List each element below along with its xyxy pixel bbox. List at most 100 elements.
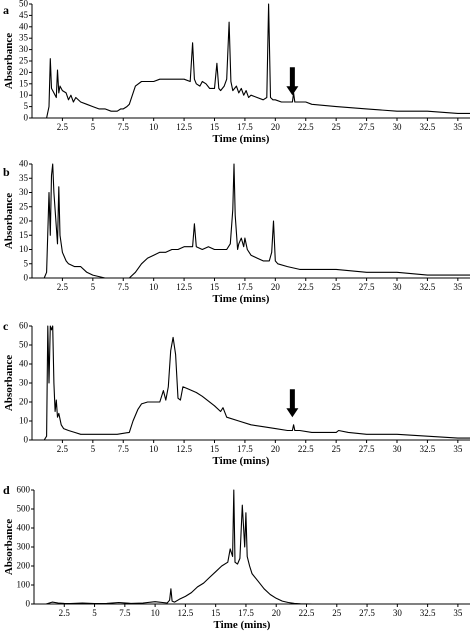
panel-label: d xyxy=(3,483,10,497)
y-tick-label: 10 xyxy=(19,416,29,426)
x-tick-label: 27.5 xyxy=(359,608,375,618)
x-axis-title: Time (mins) xyxy=(213,455,270,467)
x-tick-label: 10 xyxy=(151,608,161,618)
x-axis-title: Time (mins) xyxy=(214,619,271,631)
x-tick-label: 20 xyxy=(272,608,282,618)
x-tick-label: 2.5 xyxy=(57,122,69,132)
y-tick-label: 45 xyxy=(19,10,29,20)
x-tick-label: 25 xyxy=(332,122,342,132)
y-tick-label: 25 xyxy=(19,201,29,211)
x-tick-label: 22.5 xyxy=(298,444,314,454)
y-tick-label: 20 xyxy=(19,216,29,226)
y-tick-label: 25 xyxy=(19,56,29,66)
x-tick-label: 30 xyxy=(393,282,403,292)
chromatogram-trace xyxy=(32,163,470,279)
y-tick-label: 400 xyxy=(17,523,31,533)
panel-label: a xyxy=(3,3,9,17)
panel-c: c 0 10 20 30 40 50 60 2.5 5 7.5 10 12.5 15 17.5 20 22.5 2… xyxy=(3,319,470,467)
x-tick-label: 5 xyxy=(92,608,97,618)
x-tick-label: 25 xyxy=(332,608,342,618)
chromatogram-trace xyxy=(32,325,470,441)
y-tick-label: 0 xyxy=(24,435,29,445)
x-tick-label: 7.5 xyxy=(119,608,131,618)
x-tick-label: 15 xyxy=(210,282,220,292)
panel-label: b xyxy=(3,165,10,179)
x-tick-label: 17.5 xyxy=(237,282,253,292)
y-tick-label: 15 xyxy=(19,230,29,240)
x-tick-label: 15 xyxy=(210,444,220,454)
x-tick-label: 12.5 xyxy=(176,444,192,454)
x-tick-label: 35 xyxy=(453,444,463,454)
x-tick-label: 10 xyxy=(149,444,159,454)
y-tick-label: 600 xyxy=(17,485,31,495)
panel-label: c xyxy=(3,319,9,333)
x-tick-label: 30 xyxy=(393,444,403,454)
x-tick-label: 22.5 xyxy=(298,122,314,132)
x-tick-label: 17.5 xyxy=(237,122,253,132)
x-tick-label: 15 xyxy=(211,608,221,618)
x-tick-label: 5 xyxy=(91,282,96,292)
chromatogram-trace xyxy=(32,3,470,119)
y-tick-label: 35 xyxy=(19,33,29,43)
panel-b: b 0 5 10 15 20 25 30 35 40 2.5 5 7.5 10 12.5 15 17.5 20 22… xyxy=(3,159,470,305)
y-tick-label: 60 xyxy=(19,321,29,331)
x-tick-label: 7.5 xyxy=(118,282,130,292)
y-tick-label: 500 xyxy=(17,504,31,514)
y-tick-label: 5 xyxy=(24,101,29,111)
x-tick-label: 7.5 xyxy=(118,122,130,132)
y-axis-title: Absorbance xyxy=(3,193,15,249)
y-tick-label: 100 xyxy=(17,580,31,590)
y-tick-label: 20 xyxy=(19,67,29,77)
x-tick-label: 32.5 xyxy=(420,608,436,618)
x-tick-label: 5 xyxy=(91,444,96,454)
x-tick-label: 7.5 xyxy=(118,444,130,454)
y-tick-label: 40 xyxy=(19,21,29,31)
x-tick-label: 35 xyxy=(453,608,463,618)
x-tick-label: 30 xyxy=(393,608,403,618)
x-tick-label: 2.5 xyxy=(57,444,69,454)
x-tick-label: 32.5 xyxy=(420,444,436,454)
x-tick-label: 5 xyxy=(91,122,96,132)
x-tick-label: 30 xyxy=(393,122,403,132)
y-tick-label: 5 xyxy=(24,258,29,268)
y-tick-label: 30 xyxy=(19,187,29,197)
x-tick-label: 17.5 xyxy=(238,608,254,618)
y-axis-title: Absorbance xyxy=(3,355,15,411)
x-tick-label: 2.5 xyxy=(57,282,69,292)
y-axis-title: Absorbance xyxy=(3,33,15,89)
x-tick-label: 20 xyxy=(271,282,281,292)
x-tick-label: 12.5 xyxy=(178,608,194,618)
x-tick-label: 32.5 xyxy=(420,282,436,292)
y-tick-label: 30 xyxy=(19,44,29,54)
y-tick-label: 40 xyxy=(19,159,29,169)
x-tick-label: 12.5 xyxy=(176,282,192,292)
chromatogram-trace xyxy=(34,489,470,605)
x-tick-label: 20 xyxy=(271,444,281,454)
x-tick-label: 10 xyxy=(149,282,159,292)
y-tick-label: 35 xyxy=(19,173,29,183)
x-tick-label: 22.5 xyxy=(298,282,314,292)
x-axis-title: Time (mins) xyxy=(213,293,270,305)
y-tick-label: 0 xyxy=(26,599,31,609)
down-arrow-marker xyxy=(286,67,299,96)
down-arrow-marker xyxy=(286,389,299,418)
y-tick-label: 200 xyxy=(17,561,31,571)
x-tick-label: 27.5 xyxy=(359,122,375,132)
x-tick-label: 10 xyxy=(149,122,159,132)
y-tick-label: 50 xyxy=(19,340,29,350)
x-tick-label: 12.5 xyxy=(176,122,192,132)
x-tick-label: 27.5 xyxy=(359,282,375,292)
x-axis-title: Time (mins) xyxy=(213,133,270,145)
y-tick-label: 0 xyxy=(24,273,29,283)
x-tick-label: 20 xyxy=(271,122,281,132)
y-tick-label: 10 xyxy=(19,244,29,254)
panel-d: d 0 100 200 300 400 500 600 2.5 5 7.5 10 12.5 15 17.5 2… xyxy=(3,483,470,631)
y-tick-label: 20 xyxy=(19,397,29,407)
y-axis-title: Absorbance xyxy=(3,519,15,575)
x-tick-label: 25 xyxy=(332,444,342,454)
x-tick-label: 32.5 xyxy=(420,122,436,132)
x-tick-label: 15 xyxy=(210,122,220,132)
x-tick-label: 2.5 xyxy=(59,608,71,618)
